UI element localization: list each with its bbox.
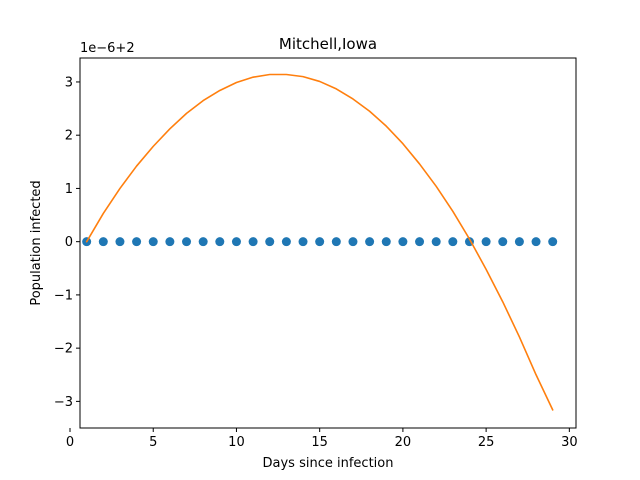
x-axis-label: Days since infection xyxy=(263,456,394,471)
scatter-point xyxy=(365,237,375,247)
y-axis-label: Population infected xyxy=(29,180,44,305)
x-tick-label: 15 xyxy=(311,435,328,450)
scatter-point xyxy=(298,237,308,247)
scatter-point xyxy=(115,237,125,247)
scatter-point xyxy=(514,237,524,247)
scatter-point xyxy=(448,237,458,247)
x-tick-label: 0 xyxy=(66,435,74,450)
scatter-point xyxy=(498,237,508,247)
scatter-point xyxy=(431,237,441,247)
scatter-point xyxy=(381,237,391,247)
y-axis-offset-label: 1e−6+2 xyxy=(80,41,135,56)
scatter-point xyxy=(182,237,192,247)
scatter-point xyxy=(265,237,275,247)
scatter-point xyxy=(331,237,341,247)
fit-line xyxy=(85,73,554,411)
plot-frame xyxy=(79,57,577,429)
x-tick-label: 10 xyxy=(228,435,245,450)
y-tick-label: 1 xyxy=(65,182,73,197)
scatter-point xyxy=(132,237,142,247)
scatter-point xyxy=(165,237,175,247)
scatter-point xyxy=(415,237,425,247)
scatter-point xyxy=(531,237,541,247)
plot-layer xyxy=(82,73,558,411)
scatter-point xyxy=(348,237,358,247)
y-tick-label: −3 xyxy=(54,395,73,410)
scatter-point xyxy=(398,237,408,247)
y-tick-label: −1 xyxy=(54,288,73,303)
scatter-point xyxy=(315,237,325,247)
y-axis-ticks: −3 −2 −1 0 1 2 3 xyxy=(54,75,80,410)
y-tick-label: 3 xyxy=(65,75,73,90)
scatter-point xyxy=(198,237,208,247)
y-tick-label: −2 xyxy=(54,342,73,357)
x-tick-label: 20 xyxy=(395,435,412,450)
chart-title: Mitchell,Iowa xyxy=(279,35,377,53)
scatter-point xyxy=(148,237,158,247)
scatter-point xyxy=(281,237,291,247)
x-axis-ticks: 0 5 10 15 20 25 30 xyxy=(66,428,578,450)
scatter-point xyxy=(215,237,225,247)
y-tick-label: 0 xyxy=(65,235,73,250)
x-tick-label: 25 xyxy=(478,435,495,450)
x-tick-label: 30 xyxy=(561,435,578,450)
scatter-point xyxy=(548,237,558,247)
scatter-point xyxy=(231,237,241,247)
scatter-point xyxy=(98,237,108,247)
x-tick-label: 5 xyxy=(149,435,157,450)
scatter-point xyxy=(248,237,258,247)
y-tick-label: 2 xyxy=(65,129,73,144)
scatter-point xyxy=(481,237,491,247)
